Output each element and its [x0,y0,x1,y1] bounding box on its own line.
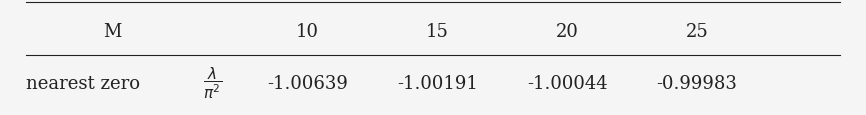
Text: 20: 20 [556,23,578,41]
Text: 15: 15 [426,23,449,41]
Text: 10: 10 [296,23,319,41]
Text: -1.00044: -1.00044 [527,74,608,92]
Text: 25: 25 [686,23,708,41]
Text: nearest zero: nearest zero [26,74,140,92]
Text: M: M [103,23,122,41]
Text: -0.99983: -0.99983 [656,74,738,92]
Text: -1.00639: -1.00639 [267,74,348,92]
Text: $\dfrac{\lambda}{\pi^2}$: $\dfrac{\lambda}{\pi^2}$ [203,65,222,100]
Text: -1.00191: -1.00191 [397,74,478,92]
